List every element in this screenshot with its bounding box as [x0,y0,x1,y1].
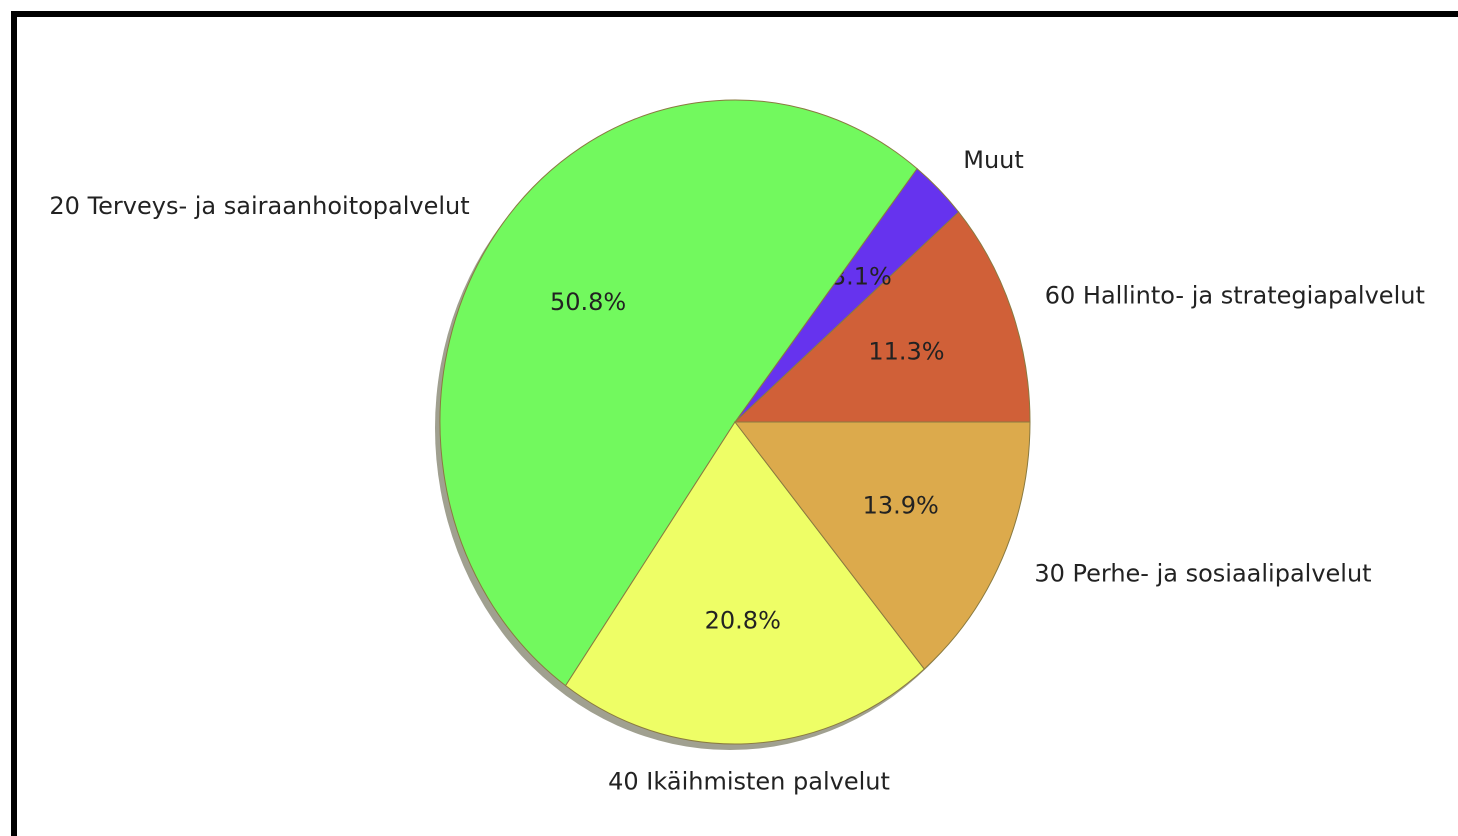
value-label: 20.8% [705,606,781,634]
pie-slice [733,211,1031,423]
slice-label: 20 Terveys- ja sairaanhoitopalvelut [49,192,469,220]
slice-label: 30 Perhe- ja sosiaalipalvelut [1034,560,1371,588]
slice-label: 40 Ikäihmisten palvelut [608,767,890,795]
value-label: 11.3% [868,338,944,366]
pie-slice [439,99,918,687]
slice-label: Muut [963,146,1024,174]
pie-slice [733,421,1031,670]
slice-label: 60 Hallinto- ja strategiapalvelut [1045,282,1425,310]
value-label: 50.8% [550,288,626,316]
value-label: 13.9% [863,492,939,520]
pie-slice [564,421,925,745]
